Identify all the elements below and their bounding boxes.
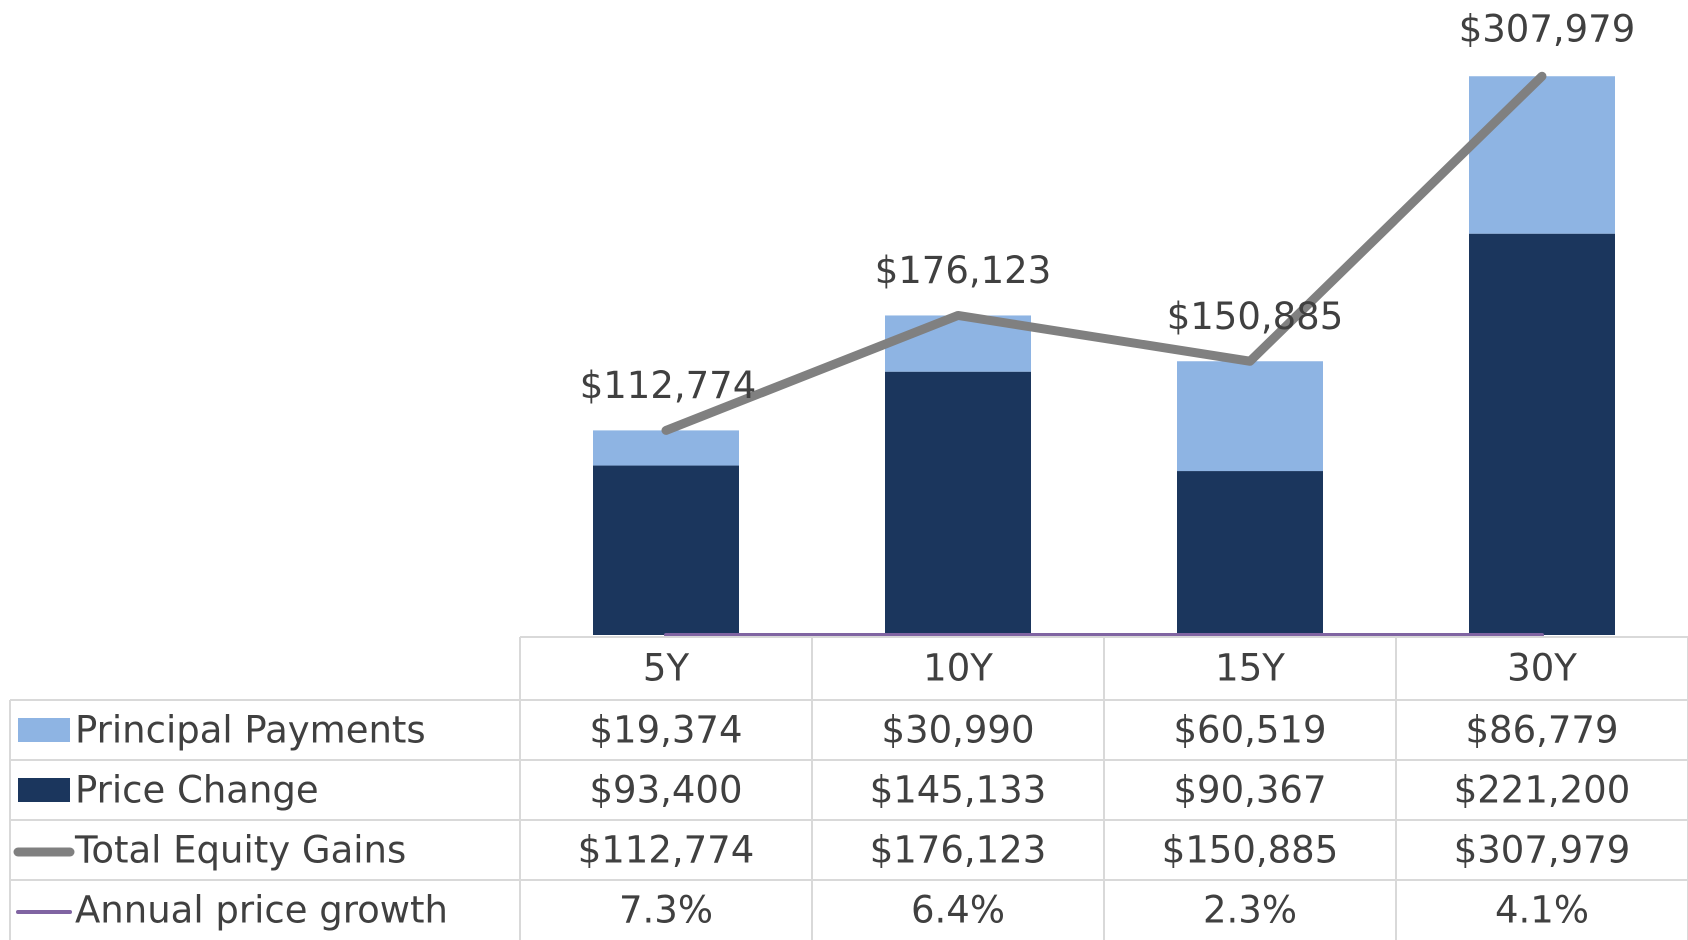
bar-segment [1469,233,1615,635]
legend-label: Total Equity Gains [74,829,406,872]
table-cell: $176,123 [870,829,1047,872]
legend-label: Annual price growth [75,889,448,932]
data-label: $112,774 [580,364,757,407]
data-label: $150,885 [1167,295,1344,338]
table-cell: 2.3% [1203,889,1297,932]
data-label: $307,979 [1459,8,1636,51]
x-tick-label: 30Y [1507,647,1577,690]
x-tick-label: 15Y [1215,647,1285,690]
bar-segment [885,371,1031,635]
table-cell: 6.4% [911,889,1005,932]
table-cell: 4.1% [1495,889,1589,932]
table-cell: $93,400 [589,769,742,812]
x-tick-label: 5Y [643,647,690,690]
bar-segment [1177,361,1323,472]
bar-segment [1469,76,1615,234]
legend-label: Principal Payments [75,709,426,752]
table-cell: $307,979 [1454,829,1631,872]
table-cell: $221,200 [1454,769,1631,812]
bar-segment [1177,471,1323,635]
table-cell: $150,885 [1162,829,1339,872]
bar-segment [593,465,739,635]
bar-segment [593,430,739,466]
x-tick-label: 10Y [923,647,993,690]
data-label: $176,123 [875,249,1052,292]
legend-marker [18,778,70,802]
table-cell: $30,990 [881,709,1034,752]
legend-label: Price Change [75,769,319,812]
line-series [661,71,1547,435]
table-cell: $86,779 [1465,709,1618,752]
table-cell: $60,519 [1173,709,1326,752]
table-cell: $90,367 [1173,769,1326,812]
table-cell: 7.3% [619,889,713,932]
table-cell: $145,133 [870,769,1047,812]
table-cell: $112,774 [578,829,755,872]
table-cell: $19,374 [589,709,742,752]
legend-marker [18,718,70,742]
